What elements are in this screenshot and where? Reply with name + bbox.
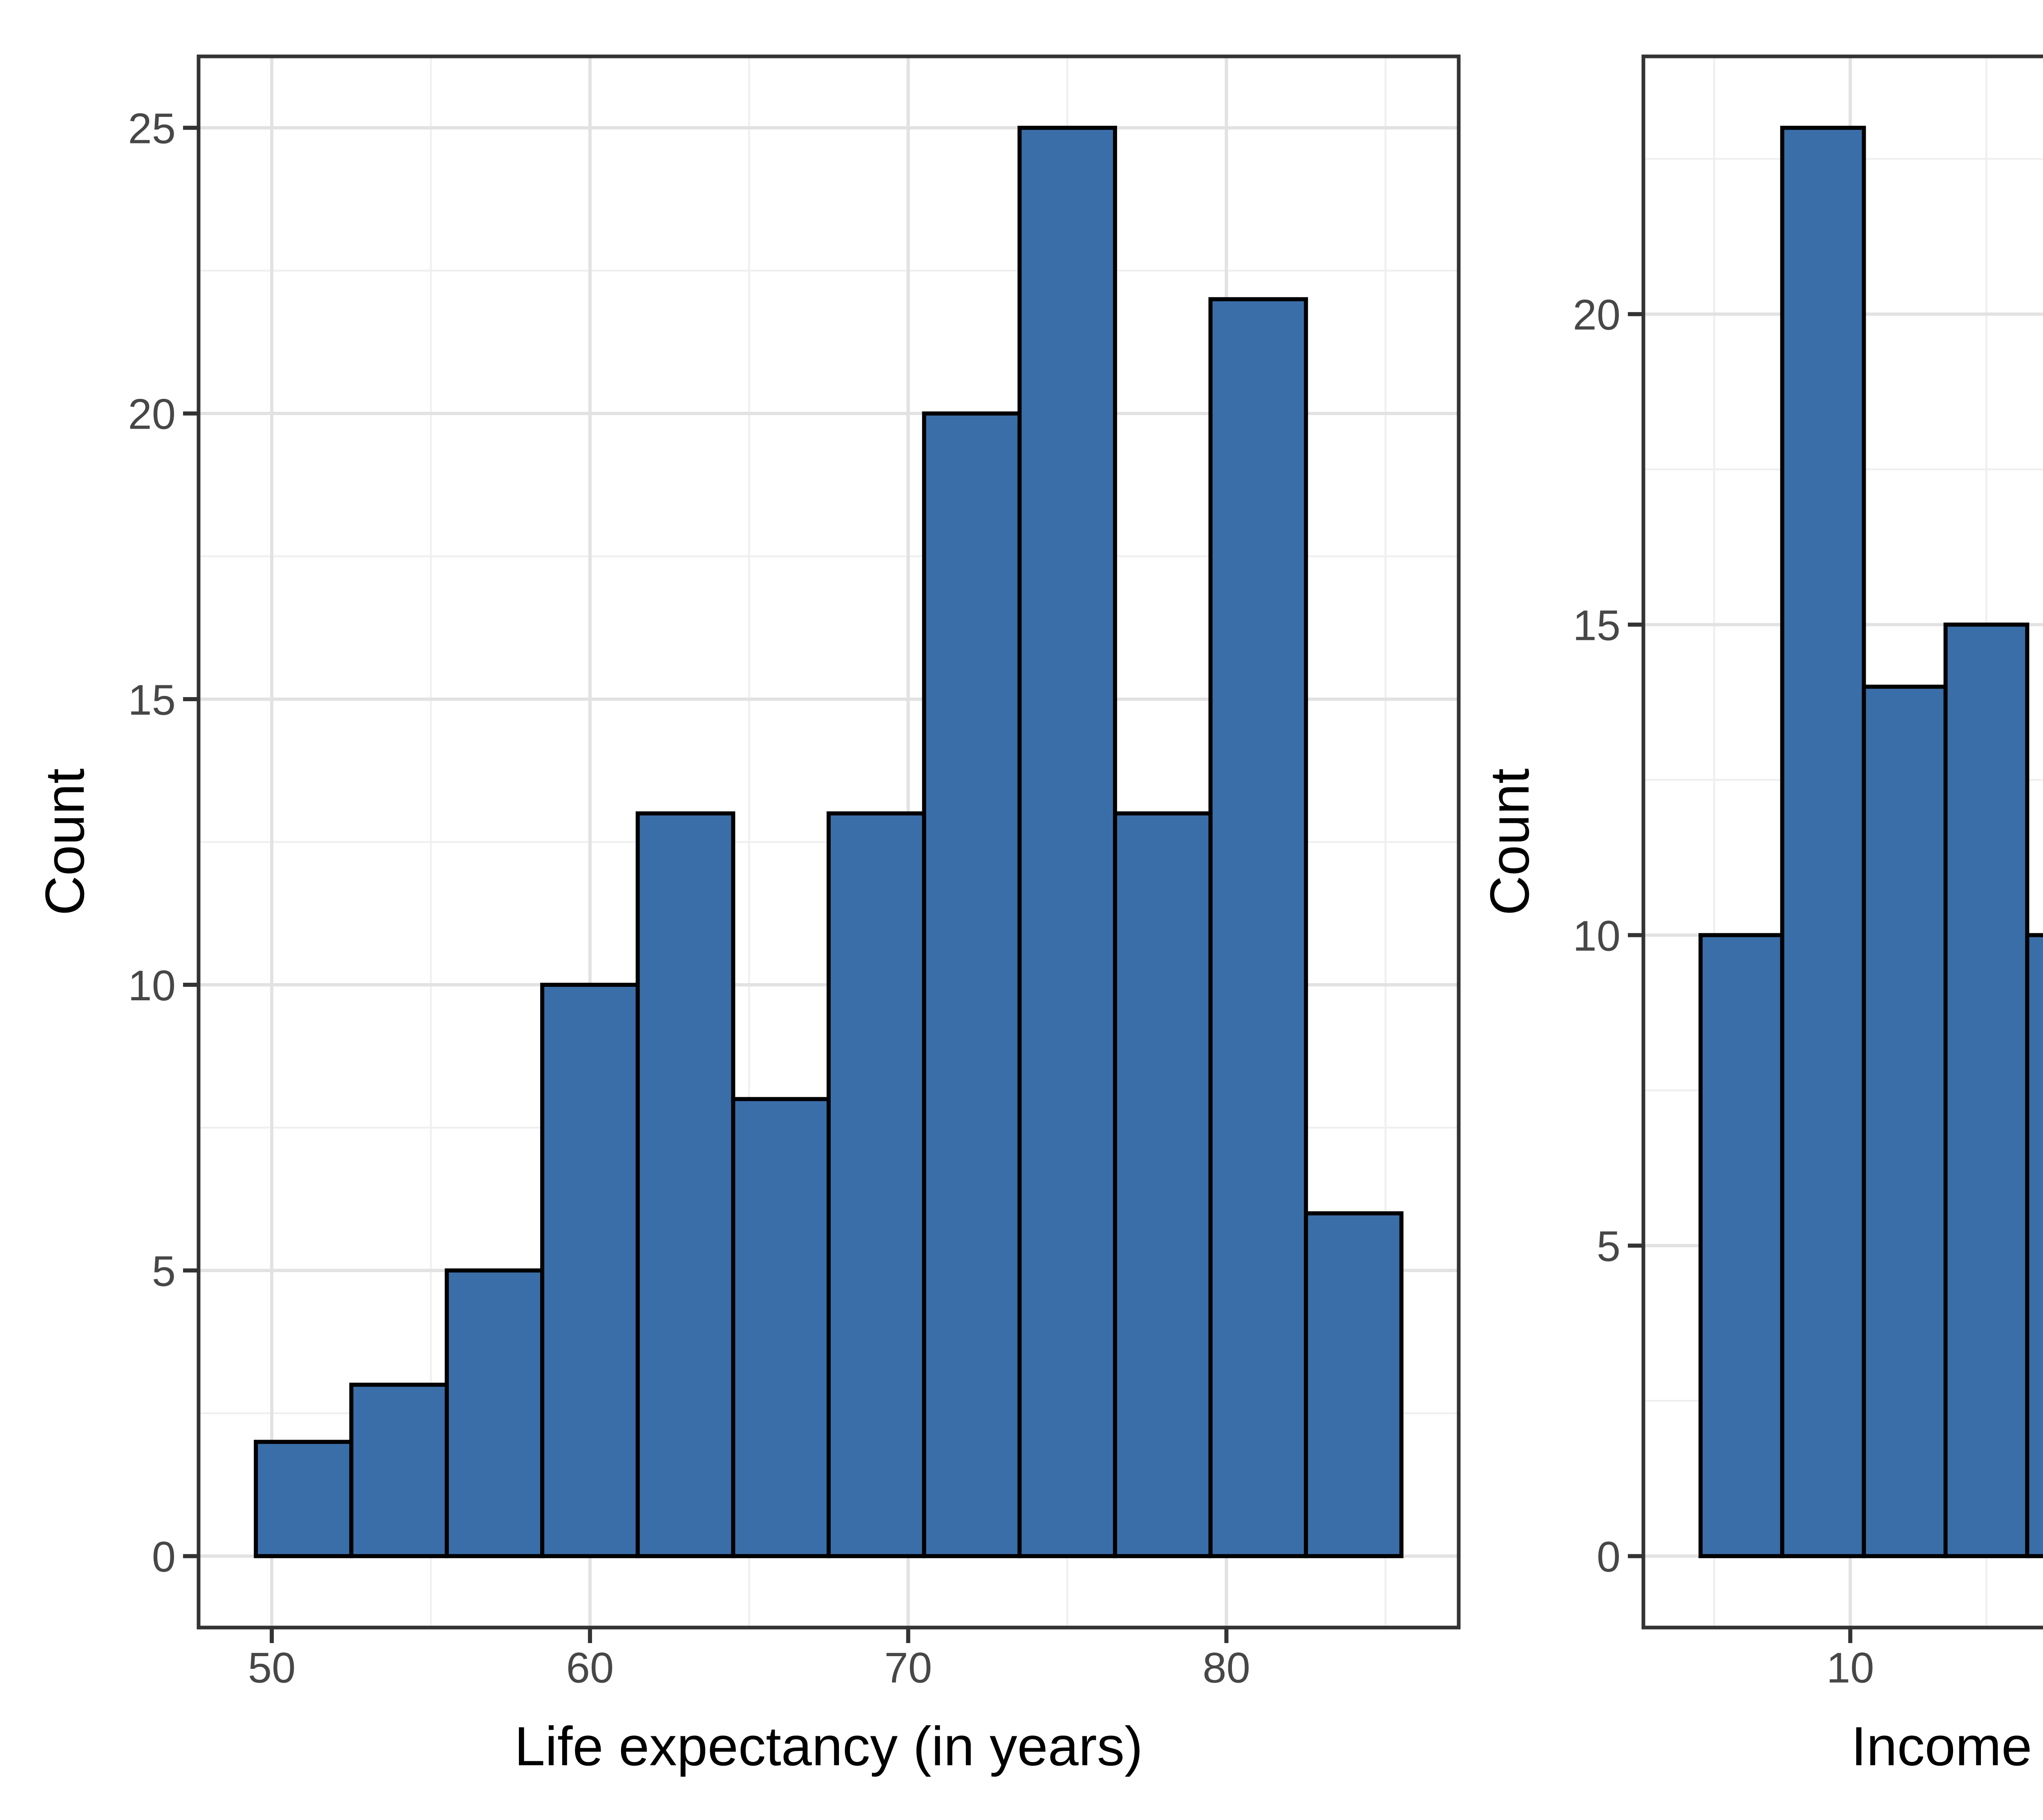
- histogram-bar: [924, 414, 1020, 1556]
- x-axis-title: Income inequality (Gini coefficient): [1851, 1715, 2043, 1777]
- y-tick-label: 25: [128, 105, 176, 153]
- y-tick-label: 20: [1573, 291, 1621, 339]
- histogram-bar: [1946, 625, 2027, 1556]
- histogram-bar: [2027, 935, 2043, 1556]
- y-tick-label: 5: [1597, 1223, 1621, 1270]
- histogram-bar: [256, 1442, 351, 1556]
- histogram-bar: [1115, 814, 1211, 1556]
- y-tick-label: 0: [1597, 1533, 1621, 1581]
- histogram-bar: [542, 985, 638, 1556]
- y-axis-title: Count: [34, 768, 96, 915]
- histogram-bar: [447, 1270, 542, 1556]
- histogram-bar: [1211, 299, 1306, 1556]
- histogram-bar: [351, 1385, 447, 1556]
- x-tick-label: 80: [1203, 1644, 1250, 1692]
- histogram-bar: [1864, 687, 1946, 1556]
- y-tick-label: 10: [1573, 912, 1621, 960]
- histogram-bar: [733, 1099, 829, 1556]
- y-tick-label: 15: [1573, 601, 1621, 649]
- y-tick-label: 15: [128, 676, 176, 724]
- histogram-bar: [1306, 1213, 1401, 1556]
- histogram-bar: [638, 814, 733, 1556]
- y-tick-label: 5: [152, 1248, 176, 1295]
- histogram-bar: [1019, 128, 1115, 1556]
- y-tick-label: 20: [128, 391, 176, 438]
- x-axis-title: Life expectancy (in years): [514, 1715, 1143, 1777]
- histogram-bar: [1701, 935, 1782, 1556]
- y-tick-label: 0: [152, 1533, 176, 1581]
- histogram-bar: [829, 814, 924, 1556]
- x-tick-label: 50: [248, 1644, 296, 1692]
- x-tick-label: 60: [566, 1644, 614, 1692]
- y-tick-label: 10: [128, 962, 176, 1010]
- histogram-bar: [1782, 128, 1864, 1556]
- left-histogram-panel: 50 60 70 80 0 5 10 15 20 25 Life expectancy (in ye…: [34, 56, 1459, 1777]
- x-tick-label: 10: [1826, 1644, 1874, 1692]
- x-tick-label: 70: [884, 1644, 932, 1692]
- y-axis-title: Count: [1479, 768, 1540, 915]
